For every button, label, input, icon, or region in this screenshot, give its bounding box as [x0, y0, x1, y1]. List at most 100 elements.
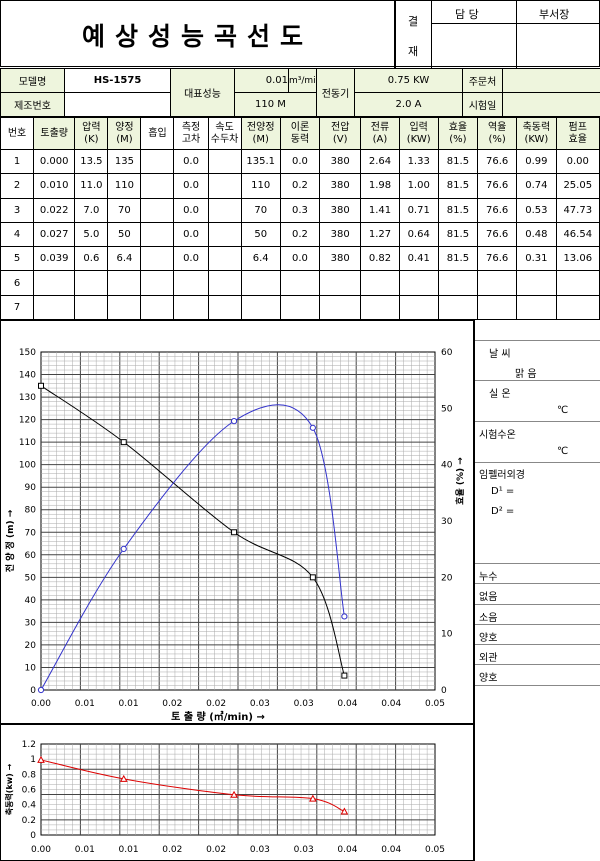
table-cell	[74, 270, 109, 296]
x-tick-label: 0.05	[425, 845, 445, 855]
x-tick-label: 0.01	[119, 699, 139, 709]
x-tick-label: 0.01	[119, 845, 139, 855]
table-cell	[279, 270, 321, 296]
table-cell: 0.71	[398, 197, 439, 223]
data-point	[38, 382, 44, 389]
column-header: 흡입	[140, 117, 175, 150]
table-cell: 0.74	[516, 173, 557, 199]
table-cell: 0.000	[33, 148, 76, 175]
y-tick-label: 1.2	[22, 740, 36, 750]
table-cell: 0.00	[555, 148, 600, 175]
table-cell: 76.6	[477, 173, 518, 199]
x-tick-label: 0.01	[75, 845, 95, 855]
data-point	[120, 439, 127, 446]
table-cell: 0.0	[279, 246, 321, 272]
x-tick-label: 0.05	[425, 699, 445, 709]
data-point	[341, 672, 348, 679]
table-cell: 135	[107, 148, 142, 175]
rated-flow: 0.01	[234, 68, 289, 93]
table-cell: 76.6	[477, 246, 518, 272]
y-tick-label: 0.4	[22, 801, 37, 811]
y2-tick-label: 10	[441, 630, 453, 640]
column-header: 측정 고차	[173, 117, 209, 150]
y-tick-label: 0.2	[22, 816, 36, 826]
table-cell	[516, 294, 557, 321]
table-cell	[398, 294, 439, 321]
weather-value: 맑 음	[515, 369, 537, 380]
d1-label: D¹ =	[491, 486, 515, 497]
column-header: 입력 (KW)	[398, 117, 439, 150]
rated-label: 대표성능	[170, 68, 235, 117]
column-header: 압력 (K)	[74, 117, 109, 150]
table-row: 4 0.027 5.0 50 0.0 50 0.2 380 1.27 0.64 81.5 76.6 0.…	[0, 221, 600, 248]
table-cell	[398, 270, 439, 296]
table-cell: 50	[240, 221, 281, 248]
y-tick-label: 110	[19, 438, 36, 448]
header: 예상성능곡선도 결 재 담 당 부서장	[0, 0, 600, 68]
leak-value: 없음	[479, 592, 498, 603]
noise-label: 소음	[479, 613, 498, 624]
test-date-value	[502, 92, 600, 117]
table-cell	[319, 294, 362, 321]
table-row: 5 0.039 0.6 6.4 0.0 6.4 0.0 380 0.82 0.41 81.5 76.6…	[0, 246, 600, 272]
table-cell: 0.2	[279, 173, 321, 199]
y2-axis-label: 효율 (%) →	[454, 457, 466, 505]
table-cell	[207, 294, 242, 321]
table-cell	[477, 294, 518, 321]
table-cell	[173, 294, 209, 321]
data-point	[309, 424, 316, 431]
y-tick-label: 0.6	[22, 786, 37, 796]
table-cell: 0.3	[279, 197, 321, 223]
y-axis-label: 축동력(kw) →	[4, 763, 14, 815]
customer-label: 주문처	[462, 68, 504, 93]
table-cell	[140, 173, 175, 199]
table-cell	[360, 294, 400, 321]
table-cell: 76.6	[477, 148, 518, 175]
approval-label-2: 재	[408, 45, 419, 58]
y-tick-label: 150	[19, 348, 36, 358]
table-cell: 7.0	[74, 197, 109, 223]
x-tick-label: 0.02	[162, 845, 182, 855]
table-cell: 47.73	[555, 197, 600, 223]
table-cell: 0.0	[173, 221, 209, 248]
column-header: 번호	[0, 117, 35, 150]
x-tick-label: 0.04	[337, 699, 357, 709]
table-cell: 81.5	[437, 197, 479, 223]
table-cell: 81.5	[437, 148, 479, 175]
table-cell: 0.31	[516, 246, 557, 272]
data-point	[309, 574, 316, 581]
table-cell: 0.82	[360, 246, 400, 272]
table-cell: 6.4	[240, 246, 281, 272]
table-cell: 1.00	[398, 173, 439, 199]
table-cell	[173, 270, 209, 296]
y2-tick-label: 20	[441, 573, 453, 583]
column-header: 속도 수두차	[207, 117, 242, 150]
table-cell: 3	[0, 197, 35, 223]
impeller-label: 임펠러외경	[479, 470, 525, 481]
table-cell	[516, 270, 557, 296]
table-cell: 380	[319, 148, 362, 175]
table-cell: 1.41	[360, 197, 400, 223]
data-point	[119, 774, 128, 782]
table-cell	[437, 270, 479, 296]
column-header: 전양정 (M)	[240, 117, 281, 150]
x-axis-label: 토 출 량 (㎥/min) →	[171, 710, 265, 723]
column-header: 이론 동력	[279, 117, 321, 150]
table-row: 2 0.010 11.0 110 0.0 110 0.2 380 1.98 1.00 81.5 76.…	[0, 173, 600, 199]
x-tick-label: 0.03	[250, 699, 270, 709]
data-point	[230, 418, 238, 425]
data-point	[37, 755, 45, 763]
table-cell: 0.2	[279, 221, 321, 248]
table-cell: 6	[0, 270, 35, 296]
table-cell: 50	[107, 221, 142, 248]
room-temp-label: 실 온	[489, 389, 511, 400]
y-tick-label: 1	[30, 755, 36, 765]
table-cell: 25.05	[555, 173, 600, 199]
y-tick-label: 140	[19, 371, 36, 381]
d2-label: D² =	[491, 506, 515, 517]
y-tick-label: 0.8	[22, 770, 37, 780]
data-point	[120, 545, 127, 552]
data-point	[340, 807, 349, 815]
x-tick-label: 0.04	[381, 699, 401, 709]
table-cell: 5.0	[74, 221, 109, 248]
